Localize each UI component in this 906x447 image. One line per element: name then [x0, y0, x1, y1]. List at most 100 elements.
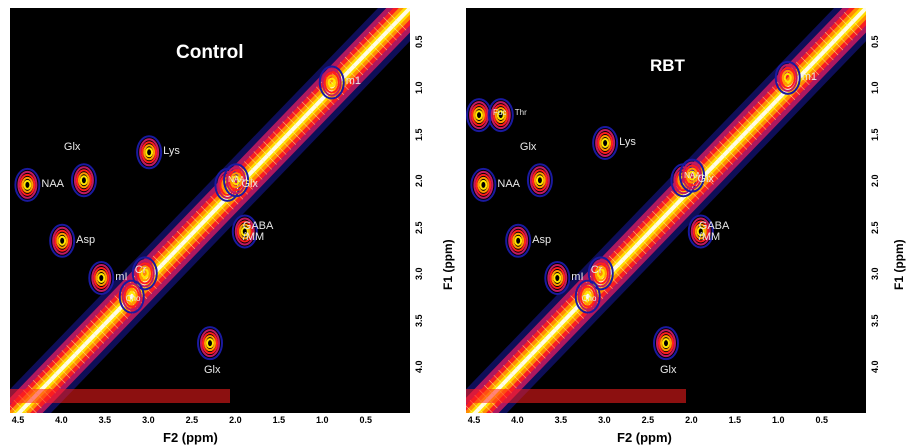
contour-ring: [134, 259, 155, 288]
contour-ring: [475, 173, 492, 196]
contour-line: [75, 335, 95, 354]
contour-line: [762, 96, 781, 115]
contour-line: [162, 245, 181, 265]
contour-ring: [232, 175, 241, 186]
y-tick-label: 3.0: [870, 267, 880, 281]
contour-ring: [581, 288, 594, 305]
contour-ring: [14, 167, 41, 202]
contour-ring: [551, 270, 564, 286]
contour-ring: [230, 172, 243, 189]
contour-line: [466, 405, 474, 413]
peak-label: Lys: [163, 145, 180, 158]
y-tick-label: 2.5: [870, 221, 880, 234]
peak-naa: [470, 167, 497, 202]
contour-line: [387, 12, 407, 31]
spectrum-panel-rbt: RBT 4.5 4.0 3.5 3.0 2.5 2.0 1.5 1.0 0.5 0.5 1.0 1.5…: [460, 0, 906, 447]
y-tick-label: 1.5: [414, 128, 424, 141]
peak-gaba-mm: [231, 214, 258, 249]
contour-ring: [88, 261, 115, 295]
peak-label: m1: [345, 75, 362, 88]
peak-mi: [544, 261, 571, 295]
peak-asp: [505, 223, 532, 258]
contour-ring: [592, 126, 619, 160]
contour-ring: [75, 169, 92, 192]
peak-naa: [679, 158, 706, 193]
contour-line: [829, 26, 849, 46]
contour-ring: [131, 256, 158, 291]
contour-line: [157, 250, 177, 270]
x-tick-label: 3.0: [598, 415, 611, 425]
contour-ring: [325, 74, 338, 91]
contour-line: [344, 56, 364, 76]
contour-ring: [240, 226, 249, 237]
contour-ring: [125, 288, 138, 305]
peak-label: NAA: [497, 177, 521, 190]
contour-ring: [656, 329, 676, 358]
contour-line: [733, 126, 753, 145]
peak-glx: [70, 163, 97, 198]
contour-ring: [127, 291, 136, 302]
contour-line: [824, 31, 844, 51]
peak-gaba-mm: [687, 214, 714, 249]
contour-line: [95, 315, 114, 334]
y-tick-label: 3.5: [414, 314, 424, 327]
contour-line: [152, 255, 172, 275]
contour-ring: [682, 161, 703, 190]
contour-line: [243, 161, 263, 180]
contour-ring: [783, 72, 792, 83]
y-tick-label: 1.0: [870, 81, 880, 95]
contour-line: [267, 136, 287, 155]
peak-label: NAA: [684, 170, 701, 180]
contour-line: [191, 215, 210, 235]
plot-area: [466, 8, 866, 413]
contour-line: [363, 36, 383, 56]
y-tick-label: 1.0: [414, 81, 424, 95]
peak-label: NAA: [41, 177, 65, 190]
contour-line: [373, 26, 393, 46]
contour-line: [819, 36, 839, 56]
contour-ring: [204, 335, 216, 352]
contour-line: [613, 250, 633, 270]
contour-ring: [533, 172, 546, 189]
spectrum-panel-control: Control 4.5 4.0 3.5 3.0 2.5 2.0 1.5 1.0 0.5 0.5 1.…: [10, 8, 455, 445]
contour-line: [728, 131, 748, 150]
contour-line: [378, 21, 397, 41]
contour-ring: [58, 235, 67, 246]
contour-line: [555, 310, 575, 329]
contour-ring: [323, 71, 340, 94]
contour-ring: [200, 329, 220, 358]
contour-line: [704, 156, 724, 175]
x-tick-label: 3.0: [142, 415, 155, 425]
contour-ring: [577, 282, 598, 311]
contour-line: [517, 350, 537, 369]
contour-ring: [529, 166, 550, 195]
contour-line: [699, 161, 719, 180]
contour-ring: [531, 169, 548, 192]
contour-ring: [660, 335, 672, 352]
contour-ring: [143, 144, 156, 161]
peak-label: Cho: [125, 293, 141, 303]
contour-line: [771, 86, 791, 106]
contour-line: [632, 230, 652, 250]
chart-title: Control: [176, 42, 244, 63]
contour-line: [536, 330, 556, 349]
contour-line: [13, 399, 28, 413]
plot-area: [10, 8, 410, 413]
contour-ring: [140, 268, 149, 279]
contour-ring: [236, 220, 253, 243]
x-axis-title: F2 (ppm): [617, 430, 672, 445]
contour-line: [637, 225, 657, 245]
contour-line: [66, 345, 85, 364]
contour-line: [565, 300, 585, 319]
peak-label: Asp: [532, 233, 552, 246]
peak-label: Glx: [660, 364, 677, 377]
peak-m1: [318, 65, 345, 100]
x-axis-title: F2 (ppm): [163, 430, 218, 445]
contour-ring: [777, 63, 798, 92]
contour-ring: [544, 261, 571, 295]
contour-ring: [23, 179, 32, 190]
contour-line: [167, 240, 186, 260]
contour-ring: [17, 170, 38, 199]
contour-ring: [774, 60, 801, 95]
contour-line: [263, 141, 282, 160]
